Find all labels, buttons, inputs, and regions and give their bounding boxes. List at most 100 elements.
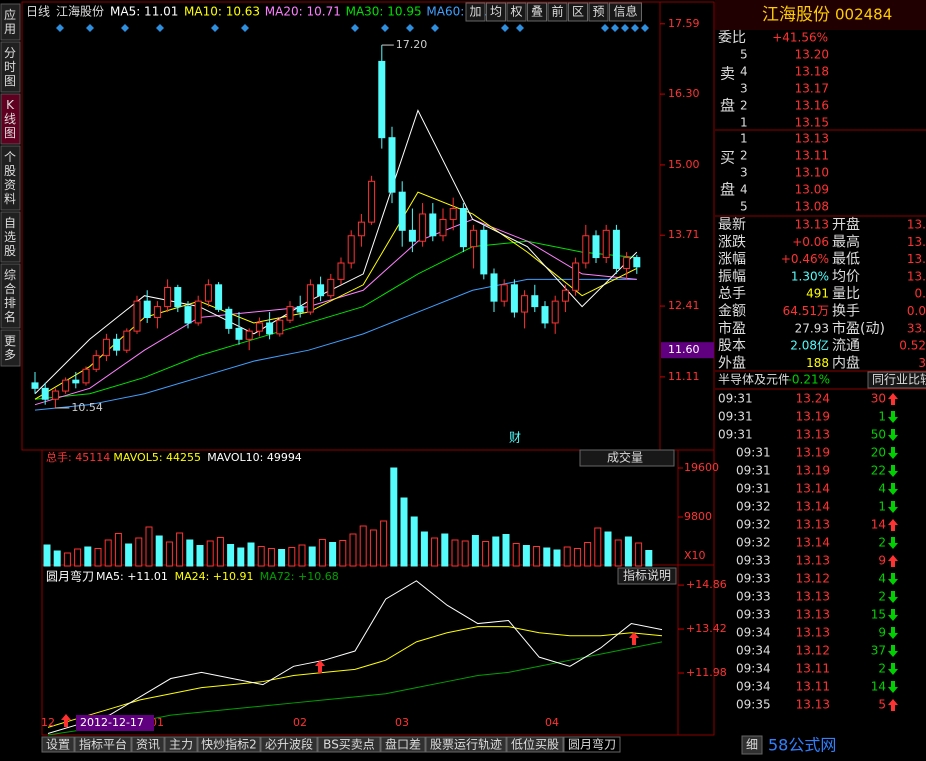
candle-body xyxy=(72,379,80,384)
sidebar-tab-label[interactable]: 分时图 xyxy=(4,46,16,88)
volume-bar xyxy=(74,548,82,567)
indicator-button-label[interactable]: 指标说明 xyxy=(623,568,671,583)
sidebar-tab[interactable] xyxy=(0,329,21,367)
volume-bar xyxy=(635,542,643,567)
detail-tab[interactable] xyxy=(741,735,763,755)
bottom-tab[interactable] xyxy=(164,736,198,753)
toolbar-button-label[interactable]: 权 xyxy=(510,5,522,19)
bottom-tab-label[interactable]: 主力 xyxy=(169,738,193,752)
toolbar-button[interactable] xyxy=(527,2,547,22)
bottom-tab[interactable] xyxy=(74,736,132,753)
sidebar-tab-label[interactable]: 个股资料 xyxy=(4,150,16,206)
level-number: 2 xyxy=(740,149,748,163)
bottom-tab-label[interactable]: 快炒指标2 xyxy=(201,737,257,752)
bottom-tab[interactable] xyxy=(131,736,165,753)
sidebar-tab[interactable] xyxy=(0,263,21,329)
toolbar-button-label[interactable]: 区 xyxy=(572,5,584,19)
candle-body xyxy=(612,229,620,269)
bottom-tab-label[interactable]: 资讯 xyxy=(136,738,160,752)
level-number: 3 xyxy=(740,82,748,96)
bottom-tab-label[interactable]: 盘口差 xyxy=(385,737,421,752)
volume-bar xyxy=(461,540,469,567)
sidebar-tab-label[interactable]: 自选股 xyxy=(4,216,16,258)
toolbar-button[interactable] xyxy=(465,2,486,22)
bottom-tab[interactable] xyxy=(425,736,507,753)
volume-label: 总手: 45114 xyxy=(46,450,110,464)
signal-diamond xyxy=(56,24,64,32)
sidebar-tab-label[interactable]: 应用 xyxy=(4,7,16,36)
bottom-tab[interactable] xyxy=(563,736,621,753)
candle-body xyxy=(388,137,396,193)
candle-body xyxy=(245,330,253,340)
level-number: 1 xyxy=(740,132,748,146)
bottom-tab[interactable] xyxy=(380,736,426,753)
sidebar-tab[interactable] xyxy=(0,145,21,211)
bottom-tab-label[interactable]: 指标平台 xyxy=(79,737,127,752)
candle-body xyxy=(561,289,569,302)
sidebar-tab[interactable] xyxy=(0,41,21,93)
toolbar-button[interactable] xyxy=(568,2,588,22)
sidebar-tab[interactable] xyxy=(0,93,21,145)
stat-label: 涨跌 xyxy=(718,234,746,250)
bottom-tab-label[interactable]: 股票运行轨迹 xyxy=(430,738,502,752)
volume-button-label[interactable]: 成交量 xyxy=(607,450,643,465)
toolbar-button[interactable] xyxy=(506,2,527,22)
signal-diamond xyxy=(351,24,359,32)
level-price: 13.18 xyxy=(795,65,829,79)
bottom-tab-label[interactable]: 必升波段 xyxy=(265,737,313,752)
volume-bar xyxy=(298,544,306,567)
sidebar-tab-label[interactable]: K 线图 xyxy=(4,98,16,140)
toolbar-button[interactable] xyxy=(547,2,568,22)
candle-body xyxy=(490,273,498,302)
bottom-tab[interactable] xyxy=(197,736,261,753)
bottom-tab[interactable] xyxy=(41,736,75,753)
bottom-tab-label[interactable]: 圆月弯刀 xyxy=(568,737,616,752)
volume-bar xyxy=(176,532,184,567)
volume-bar xyxy=(573,548,581,567)
detail-tab-label[interactable]: 细 xyxy=(746,738,758,752)
sidebar-tab-label[interactable]: 综合排名 xyxy=(4,268,16,324)
bottom-tab[interactable] xyxy=(506,736,564,753)
bottom-tab[interactable] xyxy=(260,736,318,753)
volume-bar xyxy=(135,537,143,567)
bottom-tab-label[interactable]: 低位买股 xyxy=(511,737,559,752)
level-number: 4 xyxy=(740,183,748,197)
candle-body xyxy=(521,295,529,313)
toolbar-button[interactable] xyxy=(609,2,642,22)
bottom-tab-label[interactable]: BS买卖点 xyxy=(323,738,375,752)
stat-value: 2.08亿 xyxy=(790,338,829,353)
indicator-panel-border xyxy=(41,564,715,736)
industry-button-label[interactable]: 同行业比较 xyxy=(872,372,926,387)
sidebar-tab[interactable] xyxy=(0,211,21,263)
bottom-tab[interactable] xyxy=(317,736,381,753)
finance-marker: 财 xyxy=(509,431,521,445)
toolbar-button[interactable] xyxy=(486,2,506,22)
toolbar-button[interactable] xyxy=(588,2,609,22)
level-number: 5 xyxy=(740,200,748,214)
y-tick-label: 15.00 xyxy=(668,158,700,171)
stat-value: 491 xyxy=(806,287,829,301)
bottom-tab-label[interactable]: 设置 xyxy=(46,738,70,752)
toolbar-button-label[interactable]: 均 xyxy=(490,5,502,19)
y-tick-label: 13.71 xyxy=(668,228,700,241)
stat-label: 市盈 xyxy=(718,320,746,337)
toolbar-button-label[interactable]: 加 xyxy=(469,5,481,19)
sidebar-tab[interactable] xyxy=(0,3,21,41)
level-price: 13.13 xyxy=(795,132,829,146)
candle-body xyxy=(92,355,100,370)
candle-body xyxy=(164,287,172,308)
toolbar-button-label[interactable]: 叠 xyxy=(531,5,543,19)
volume-button[interactable] xyxy=(579,449,675,467)
candle-body xyxy=(500,284,508,302)
volume-bar xyxy=(512,543,520,567)
toolbar-button-label[interactable]: 预 xyxy=(592,5,604,19)
sidebar-tab-label[interactable]: 更多 xyxy=(4,334,16,362)
candle-body xyxy=(551,300,559,324)
industry-button[interactable] xyxy=(867,371,926,389)
y-tick-label: 12.41 xyxy=(668,299,700,312)
toolbar-button-label[interactable]: 前 xyxy=(551,4,563,19)
toolbar-button-label[interactable]: 信息 xyxy=(613,4,637,19)
indicator-button[interactable] xyxy=(617,567,677,585)
candle-body xyxy=(439,218,447,237)
